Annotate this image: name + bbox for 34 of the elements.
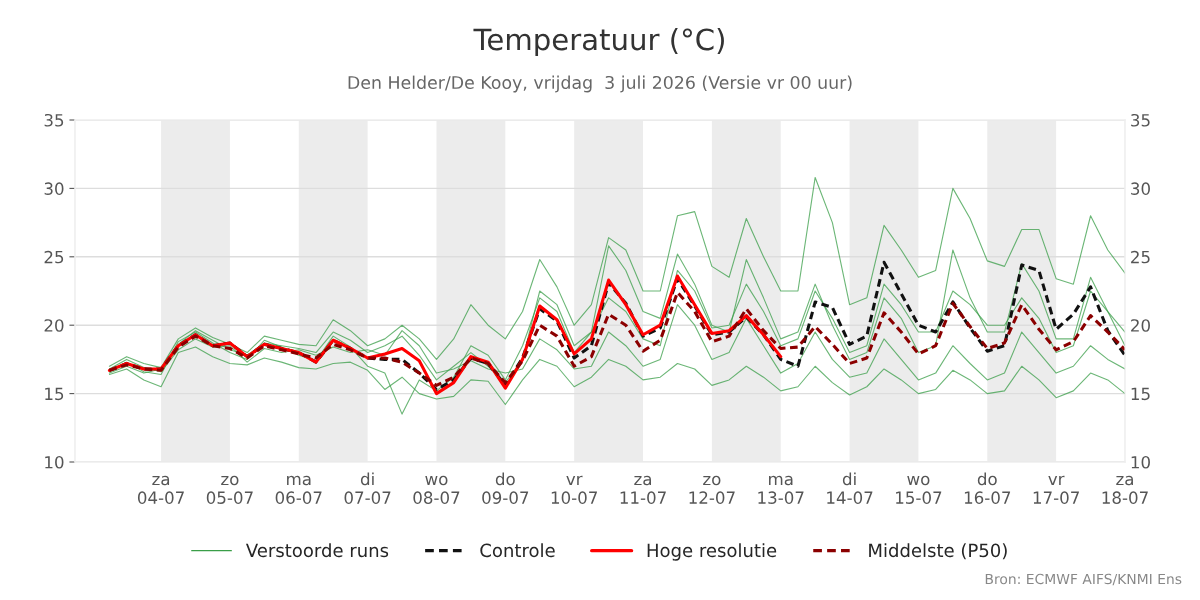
legend-label: Controle [480, 543, 555, 558]
x-tick-label: za 18-07 [1102, 475, 1148, 504]
legend-label: Middelste (P50) [869, 543, 1007, 560]
y2-tick-label: 15 [1131, 387, 1150, 401]
x-tick-label: zo 12-07 [689, 475, 735, 504]
legend-label: Hoge resolutie [647, 543, 777, 561]
x-tick-label: ma 13-07 [758, 475, 804, 504]
chart-subtitle: Den Helder/De Kooy, vrijdag 3 juli 2026 (Versie vr 00 uur) [348, 75, 852, 93]
x-tick-label: vr 17-07 [1033, 475, 1079, 504]
y-tick-label: 15 [45, 387, 64, 401]
y2-tick-label: 30 [1131, 182, 1150, 195]
chart-title: Temperatuur (°C) [473, 27, 724, 57]
y-tick-label: 30 [44, 182, 64, 195]
y2-tick-label: 10 [1131, 455, 1150, 469]
x-tick-label: vr 10-07 [551, 475, 597, 504]
x-tick-label: ma 06-07 [275, 475, 322, 504]
y2-tick-label: 35 [1131, 113, 1150, 127]
x-tick-label: wo 08-07 [413, 475, 460, 504]
legend-label: Verstoorde runs [245, 543, 389, 558]
x-tick-label: wo 15-07 [896, 475, 942, 504]
text: Bron: ECMWF AIFS/KNMI Ens [985, 573, 1182, 586]
y-tick-label: 25 [44, 250, 64, 264]
y-tick-label: 10 [45, 455, 64, 469]
x-tick-label: di 07-07 [344, 472, 391, 504]
x-tick-label: di 14-07 [827, 472, 873, 504]
y-tick-label: 35 [44, 113, 64, 127]
x-tick-label: zo 05-07 [206, 475, 253, 504]
x-tick-label: za 11-07 [620, 475, 666, 504]
y2-tick-label: 25 [1131, 250, 1150, 264]
y-tick-label: 20 [44, 319, 64, 332]
x-tick-label: za 04-07 [137, 475, 184, 504]
x-tick-label: do 09-07 [482, 472, 529, 504]
y2-tick-label: 20 [1131, 319, 1150, 332]
x-tick-label: do 16-07 [964, 472, 1011, 504]
